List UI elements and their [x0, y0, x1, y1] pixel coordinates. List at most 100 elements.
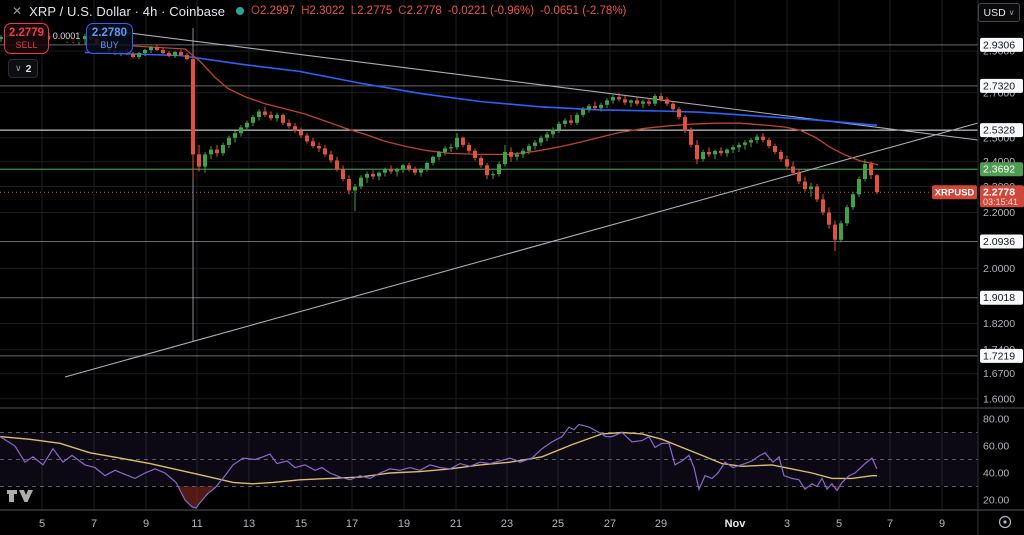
- candle-body: [461, 137, 465, 145]
- candle-body: [521, 150, 525, 155]
- rsi-tick-label: 20.00: [983, 495, 1009, 507]
- candle-body: [149, 47, 153, 50]
- candle-body: [443, 148, 447, 152]
- time-tick-label: 5: [39, 518, 45, 530]
- price-tick-label: 2.2000: [983, 207, 1015, 219]
- candle-body: [533, 142, 537, 146]
- svg-text:2.9306: 2.9306: [983, 39, 1015, 51]
- candle-body: [653, 96, 657, 104]
- drawing-price-label: [980, 78, 1023, 93]
- candle-body: [719, 150, 723, 154]
- candle-body: [209, 149, 213, 155]
- candle-body: [689, 130, 693, 145]
- candle-body: [749, 140, 753, 143]
- candle-body: [233, 133, 237, 138]
- candle-body: [503, 152, 507, 165]
- slow-ma: [84, 51, 878, 127]
- symbol-title[interactable]: XRP / U.S. Dollar · 4h · Coinbase: [29, 3, 226, 19]
- high-value: 2.3022: [309, 5, 345, 17]
- price-tick-label: 1.8200: [983, 318, 1015, 330]
- time-tick-label: 29: [655, 518, 667, 530]
- price-tick-label: 2.0000: [983, 263, 1015, 275]
- buy-button[interactable]: 2.2780 BUY: [86, 23, 133, 54]
- candle-body: [137, 53, 141, 58]
- candle-body: [179, 52, 183, 55]
- candle-body: [599, 104, 603, 109]
- candle-body: [785, 159, 789, 167]
- drawing-lines-layer: [0, 27, 979, 378]
- candle-body: [731, 147, 735, 150]
- close-value: 2.2778: [406, 5, 442, 17]
- close-icon[interactable]: ✕: [12, 4, 23, 18]
- change-value: -0.0221 (-0.96%): [447, 5, 535, 17]
- candle-body: [497, 164, 501, 174]
- sell-price: 2.2779: [8, 26, 45, 39]
- sell-button[interactable]: 2.2779 SELL: [4, 23, 49, 54]
- market-status-icon: [236, 7, 245, 15]
- candle-body: [815, 186, 819, 200]
- collapse-indicators-button[interactable]: ∨ 2: [8, 59, 39, 78]
- chevron-down-icon: ∨: [1008, 7, 1015, 17]
- candle-body: [389, 169, 393, 172]
- candle-body: [575, 114, 579, 123]
- candle-body: [863, 164, 867, 179]
- time-tick-label: 7: [887, 518, 893, 530]
- svg-text:2.0936: 2.0936: [983, 236, 1015, 248]
- candle-body: [551, 129, 555, 135]
- svg-text:XRPUSD: XRPUSD: [935, 188, 975, 199]
- candle-body: [557, 123, 561, 130]
- candle-body: [227, 137, 231, 145]
- candle-body: [281, 114, 285, 123]
- time-tick-label: 15: [295, 518, 307, 530]
- candle-body: [455, 137, 459, 148]
- candle-body: [305, 135, 309, 142]
- candle-body: [725, 149, 729, 154]
- drawing-price-label: [980, 290, 1023, 305]
- candle-body: [695, 144, 699, 160]
- candle-body: [779, 152, 783, 160]
- time-axis[interactable]: 5 7 9 11 13 15 17 19 21 23 25 27 29 Nov 3 5 7 9: [39, 518, 945, 530]
- candle-body: [215, 149, 219, 154]
- low-label: L: [350, 5, 358, 17]
- bar-countdown: 03:15:41: [983, 197, 1018, 207]
- low-value: 2.2775: [357, 5, 393, 17]
- grid-layer: [0, 0, 978, 510]
- candle-body: [341, 169, 345, 179]
- candle-body: [683, 117, 687, 131]
- rsi-pane: [0, 423, 978, 509]
- candle-body: [857, 179, 861, 195]
- price-axis[interactable]: 2.90002.70002.50002.40002.30002.20002.00…: [932, 37, 1024, 507]
- candle-body: [449, 147, 453, 149]
- candle-body: [845, 207, 849, 224]
- svg-text:2.3692: 2.3692: [983, 164, 1015, 176]
- candle-body: [707, 152, 711, 155]
- candle-body: [509, 152, 513, 157]
- open-value: 2.2997: [260, 5, 296, 17]
- open-label: O: [251, 5, 260, 17]
- candle-body: [761, 136, 765, 141]
- candle-body: [131, 54, 135, 57]
- candle-body: [185, 55, 189, 60]
- indicator-count: 2: [25, 62, 32, 75]
- time-tick-label: 5: [836, 518, 842, 530]
- candle-body: [869, 164, 873, 176]
- time-tick-label: 7: [91, 518, 97, 530]
- candle-body: [563, 120, 567, 124]
- candle-body: [803, 181, 807, 190]
- candle-body: [797, 172, 801, 182]
- currency-toggle-button[interactable]: USD ∨: [978, 3, 1020, 22]
- time-tick-label: 9: [939, 518, 945, 530]
- close-label: C: [398, 5, 407, 17]
- buy-label: BUY: [100, 39, 119, 50]
- candle-body: [587, 105, 591, 110]
- tradingview-logo[interactable]: [7, 486, 37, 508]
- candle-body: [467, 144, 471, 151]
- drawing-price-label: [980, 234, 1023, 249]
- drawing-price-label: [980, 348, 1023, 363]
- scale-settings-icon[interactable]: [998, 515, 1012, 529]
- candle-body: [197, 154, 201, 167]
- candle-body: [161, 50, 165, 53]
- time-tick-label: Nov: [725, 518, 747, 530]
